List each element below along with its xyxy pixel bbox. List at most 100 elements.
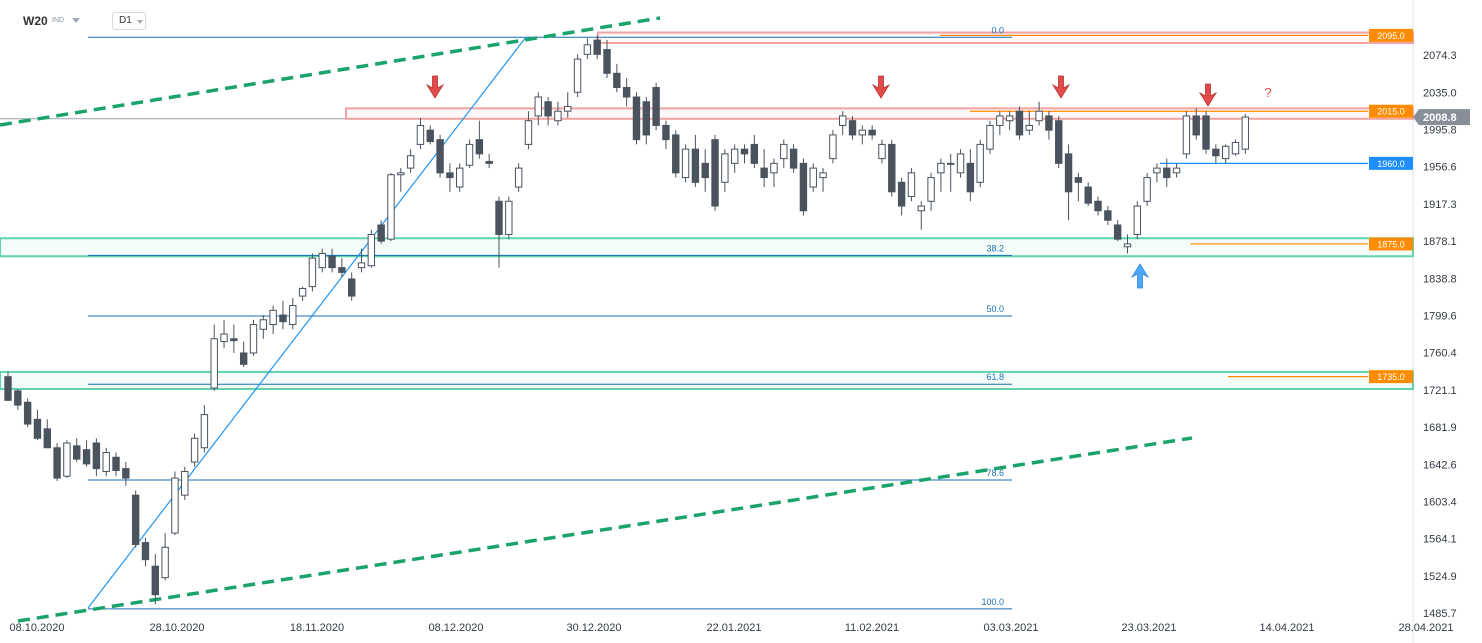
candle-body-bull <box>770 162 778 174</box>
candle-body-bull <box>819 172 827 179</box>
y-axis-tick-label: 1760.4 <box>1423 348 1457 360</box>
candle-body-bull <box>63 442 71 477</box>
candle-body-bull <box>554 110 562 122</box>
candle-body-bull <box>1005 115 1014 122</box>
candle-body-bull <box>318 252 326 269</box>
candle <box>1221 144 1230 164</box>
candle <box>505 196 513 240</box>
timeframe-label: D1 <box>119 15 132 26</box>
candle <box>1133 201 1141 240</box>
candle <box>33 409 42 441</box>
candle <box>367 229 376 268</box>
candle <box>475 120 484 159</box>
candle-body-bull <box>1221 145 1230 160</box>
candle <box>622 78 631 107</box>
candle <box>809 163 817 192</box>
price-level-tag <box>1369 156 1413 170</box>
candle <box>1064 144 1073 221</box>
candle-body-bear <box>1045 115 1053 131</box>
candle <box>92 438 101 477</box>
candle-body-bear <box>4 376 12 401</box>
fib-anchor-trendline <box>87 36 527 609</box>
candle <box>53 443 61 481</box>
candle-body-bull <box>259 319 268 330</box>
candle <box>4 371 12 401</box>
y-axis-tick-label: 1681.9 <box>1423 422 1457 434</box>
x-axis-tick-label: 23.03.2021 <box>1121 622 1176 634</box>
candle <box>1045 111 1053 140</box>
candle <box>63 440 71 479</box>
candle-body-bear <box>1104 210 1112 221</box>
down-arrow-icon <box>1198 83 1218 107</box>
candle-body-bull <box>947 162 955 165</box>
candle <box>799 158 808 216</box>
candle-body-bear <box>328 255 336 269</box>
channel-lower-trendline <box>17 436 1193 623</box>
x-axis-tick-label: 03.03.2021 <box>983 622 1038 634</box>
candle-body-bear <box>613 72 621 89</box>
x-axis-tick-label: 08.10.2020 <box>9 622 64 634</box>
y-axis-tick-label: 1799.6 <box>1423 310 1457 322</box>
candle-body-bull <box>357 262 366 269</box>
candle <box>1094 196 1102 216</box>
candle-body-bull <box>1153 167 1161 174</box>
candle-body-bull <box>289 305 297 326</box>
x-axis-tick-label: 30.12.2020 <box>566 622 621 634</box>
price-level-tag-label: 2095.0 <box>1377 31 1405 41</box>
candle <box>102 447 110 477</box>
candle <box>937 158 945 192</box>
timeframe-select[interactable]: D1 <box>112 12 146 30</box>
candle <box>1005 111 1014 131</box>
price-level-tag-label: 1960.0 <box>1377 159 1405 169</box>
price-level-tag <box>1369 28 1413 42</box>
candle <box>1055 115 1063 169</box>
candle <box>711 134 719 211</box>
candle-body-bull <box>976 143 984 183</box>
x-axis-tick-label: 18.11.2020 <box>290 622 344 634</box>
candle-body-bear <box>436 139 444 174</box>
candle <box>161 533 169 581</box>
candle-body-bull <box>397 172 405 176</box>
candle-body-bull <box>220 333 228 343</box>
candle <box>897 177 906 216</box>
symbol-chevron-down-icon[interactable] <box>72 18 80 23</box>
candle <box>269 305 277 334</box>
y-axis-tick-label: 1838.8 <box>1423 273 1457 285</box>
x-axis-tick-label: 11.02.2021 <box>845 622 899 634</box>
candle-body-bear <box>799 162 808 212</box>
candle-body-bear <box>446 172 454 179</box>
candle <box>338 258 346 278</box>
candle-body-bull <box>514 167 523 188</box>
candle-body-bull <box>927 177 935 202</box>
candle <box>357 248 366 273</box>
chart-toolbar: W20 IND D1 <box>0 0 300 40</box>
candle-body-bear <box>82 449 91 465</box>
support-zone <box>0 237 1414 258</box>
candle-body-bear <box>92 442 101 470</box>
candle <box>1123 234 1132 254</box>
candle <box>956 149 965 178</box>
candle-body-bear <box>1015 110 1024 136</box>
candle <box>672 130 680 178</box>
candle <box>858 125 867 145</box>
candle <box>907 168 916 202</box>
y-axis-tick-label: 1642.6 <box>1423 459 1457 471</box>
candle-body-bear <box>1094 200 1102 212</box>
candle <box>662 120 670 150</box>
candle-body-bear <box>377 224 385 242</box>
symbol-label[interactable]: W20 <box>23 14 48 28</box>
candle <box>947 153 955 192</box>
candle <box>200 405 209 453</box>
candle-body-bear <box>495 200 503 235</box>
y-axis-tick-label: 1995.8 <box>1423 124 1457 136</box>
candle-body-bear <box>1212 148 1220 157</box>
candle-body-bull <box>1025 124 1033 131</box>
candle <box>318 248 326 273</box>
price-level-tag-label: 1735.0 <box>1377 372 1405 382</box>
candle <box>966 149 975 202</box>
candle <box>848 115 857 140</box>
candle <box>514 163 523 192</box>
candle-body-bull <box>249 324 258 354</box>
price-level-tag-label: 1875.0 <box>1377 239 1405 249</box>
